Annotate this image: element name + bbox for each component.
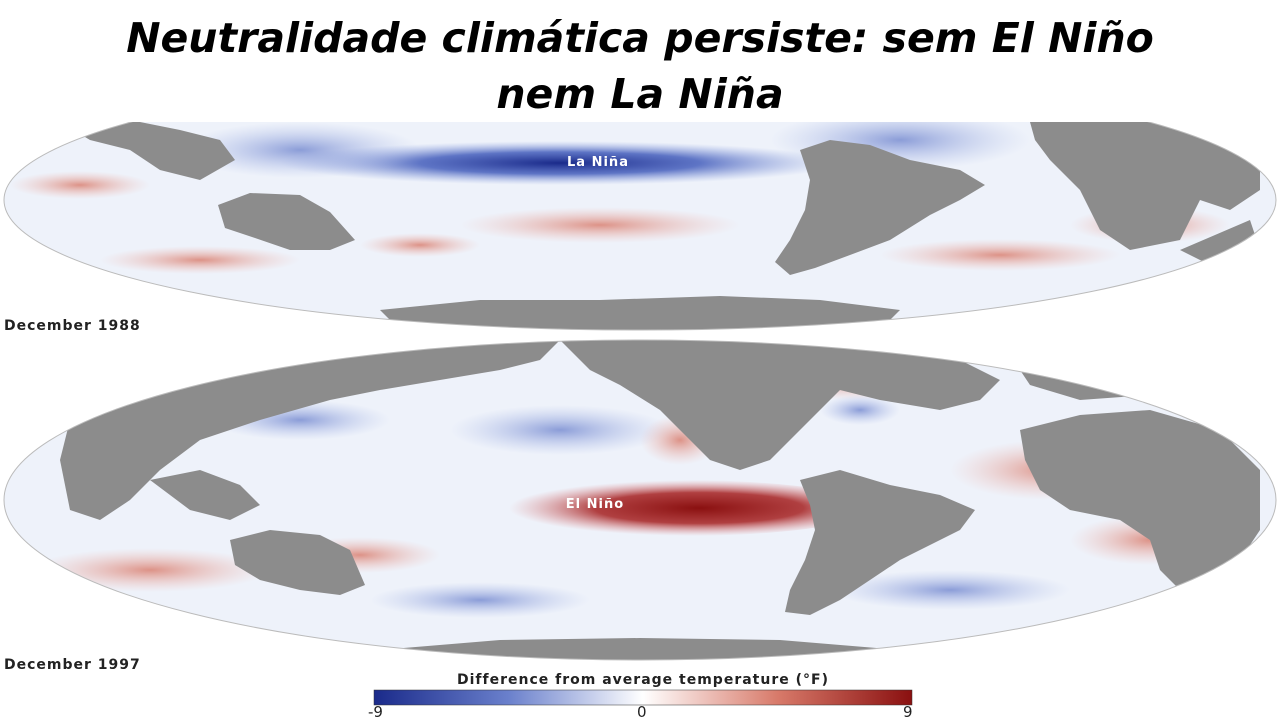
headline-line-2: nem La Niña (496, 70, 784, 118)
legend-mid-label: 0 (637, 703, 647, 721)
map-1997 (4, 340, 1276, 660)
headline: Neutralidade climática persiste: sem El … (0, 10, 1280, 122)
land-antarctica-1997 (380, 638, 900, 660)
warm-anomaly-1997 (490, 480, 870, 536)
map-date-1997: December 1997 (4, 657, 141, 673)
headline-line-1: Neutralidade climática persiste: sem El … (126, 14, 1154, 62)
cold-anomaly-1988 (280, 141, 840, 185)
land-south-america-1988 (775, 140, 985, 275)
land-africa-1997 (1020, 410, 1260, 590)
el-nino-label: El Niño (566, 497, 624, 512)
land-south-america-1997 (785, 470, 975, 615)
legend-min-label: -9 (368, 703, 383, 721)
map-date-1988: December 1988 (4, 318, 141, 334)
land-australia-1988 (218, 193, 355, 250)
legend-max-label: 9 (903, 703, 913, 721)
legend-color-bar (373, 689, 913, 706)
land-australia-1997 (230, 530, 365, 595)
la-nina-label: La Niña (567, 155, 629, 170)
map-1988 (3, 122, 1277, 331)
legend-title: Difference from average temperature (°F) (457, 672, 829, 688)
land-north-america-1997 (560, 340, 1000, 470)
land-antarctica-1988 (380, 296, 900, 330)
